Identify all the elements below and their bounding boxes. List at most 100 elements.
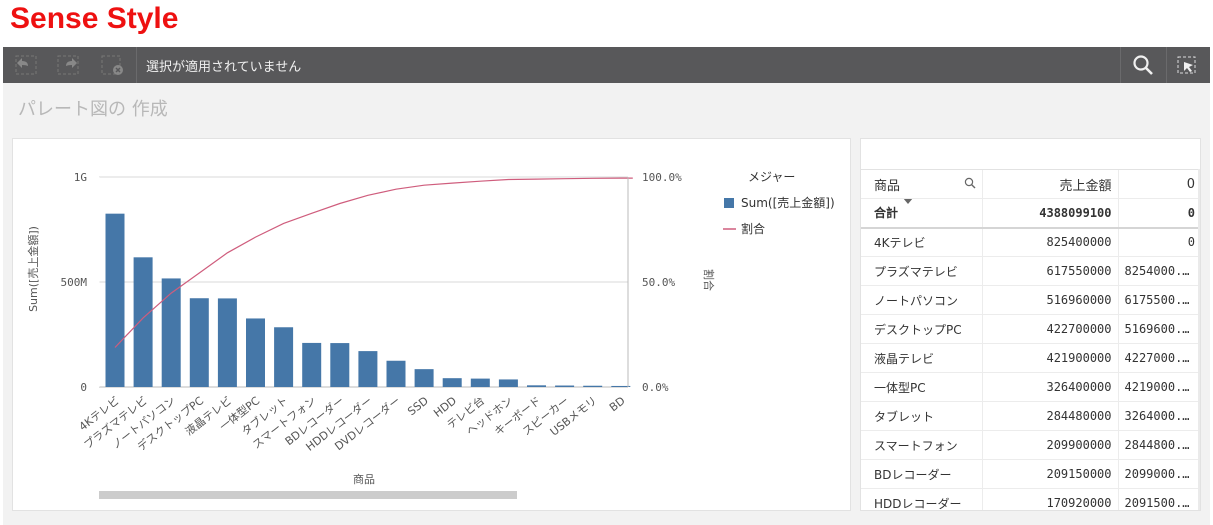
table-scrollbar[interactable]	[1198, 169, 1200, 510]
row-ratio: 2844800...	[1117, 430, 1200, 460]
legend-title: メジャー	[748, 170, 795, 184]
totals-ratio: 0	[1117, 198, 1200, 229]
table-row[interactable]: デスクトップPC 422700000 5169600...	[861, 314, 1200, 344]
y2-axis-title: 割合	[702, 269, 716, 291]
row-product[interactable]: スマートフォン	[861, 430, 982, 460]
sort-indicator-icon	[903, 198, 913, 204]
row-sales: 825400000	[981, 227, 1118, 257]
header-product-label: 商品	[874, 178, 901, 194]
row-ratio: 3264000...	[1117, 401, 1200, 431]
bar[interactable]	[217, 298, 237, 387]
data-table: 商品 売上金額 0 合計 4388099100 0 4Kテレビ 825400000…	[861, 169, 1200, 510]
table-row[interactable]: HDDレコーダー 170920000 2091500...	[861, 488, 1200, 510]
y-tick-label: 0	[80, 381, 87, 394]
cumulative-ratio-line[interactable]	[114, 177, 633, 348]
row-ratio: 8254000...	[1117, 256, 1200, 286]
header-sales[interactable]: 売上金額	[981, 169, 1118, 199]
bar[interactable]	[611, 385, 631, 387]
bar[interactable]	[498, 379, 518, 387]
header-product[interactable]: 商品	[861, 169, 982, 199]
smart-search-icon[interactable]	[1174, 53, 1200, 77]
totals-sales: 4388099100	[981, 198, 1118, 229]
table-row[interactable]: 4Kテレビ 825400000 0	[861, 227, 1200, 257]
x-tick-label: BD	[607, 394, 628, 414]
row-product[interactable]: デスクトップPC	[861, 314, 982, 344]
bar[interactable]	[470, 378, 490, 387]
toolbar-divider	[1120, 47, 1121, 83]
search-icon[interactable]	[1130, 53, 1156, 77]
row-ratio: 4227000...	[1117, 343, 1200, 373]
bar[interactable]	[527, 385, 546, 387]
table-row[interactable]: タブレット 284480000 3264000...	[861, 401, 1200, 431]
row-product[interactable]: BDレコーダー	[861, 459, 982, 489]
row-product[interactable]: 4Kテレビ	[861, 227, 982, 257]
sheet-area: パレート図の 作成 0 0.0% 500M 50.0% 1G 100.0% 4Kテレビ プラズ…	[3, 83, 1210, 525]
toolbar-divider	[136, 47, 137, 83]
pareto-chart[interactable]: 0 0.0% 500M 50.0% 1G 100.0% 4Kテレビ プラズマテレビ ノートパソコ…	[12, 138, 851, 511]
y-tick-label: 1G	[74, 171, 87, 184]
bar[interactable]	[442, 378, 462, 387]
bar[interactable]	[161, 278, 181, 387]
row-sales: 516960000	[981, 285, 1118, 315]
row-product[interactable]: HDDレコーダー	[861, 488, 982, 510]
row-product[interactable]: タブレット	[861, 401, 982, 431]
legend-item-bar[interactable]: Sum([売上金額])	[741, 195, 835, 210]
y-tick-label: 500M	[61, 276, 88, 289]
table-header-row: 商品 売上金額 0	[861, 169, 1200, 199]
bar[interactable]	[583, 385, 603, 387]
table-row[interactable]: ノートパソコン 516960000 6175500...	[861, 285, 1200, 315]
bar[interactable]	[358, 351, 378, 387]
toolbar-divider	[1166, 47, 1167, 83]
selection-status-text: 選択が適用されていません	[146, 60, 302, 75]
chart-legend[interactable]: メジャー Sum([売上金額]) 割合	[723, 170, 835, 236]
bar[interactable]	[246, 318, 265, 387]
row-product[interactable]: ノートパソコン	[861, 285, 982, 315]
pareto-chart-svg[interactable]: 0 0.0%500M 50.0%1G 100.0%4Kテレビプラズマテレビノートパソコ…	[13, 139, 852, 512]
table-row[interactable]: 一体型PC 326400000 4219000...	[861, 372, 1200, 402]
header-ratio[interactable]: 0	[1117, 169, 1200, 199]
selection-toolbar: 選択が適用されていません	[3, 47, 1210, 83]
y2-tick-label: 50.0%	[642, 276, 675, 289]
row-product[interactable]: 液晶テレビ	[861, 343, 982, 373]
row-ratio: 0	[1117, 227, 1200, 257]
row-product[interactable]: 一体型PC	[861, 372, 982, 402]
bar[interactable]	[274, 327, 294, 387]
row-sales: 209150000	[981, 459, 1118, 489]
forward-icon[interactable]	[55, 53, 81, 77]
y-axis-title: Sum([売上金額])	[26, 226, 40, 312]
back-icon[interactable]	[13, 53, 39, 77]
row-ratio: 2091500...	[1117, 488, 1200, 510]
bar[interactable]	[133, 257, 153, 387]
clear-selection-icon[interactable]	[99, 53, 125, 77]
bar[interactable]	[386, 360, 406, 387]
y2-tick-label: 0.0%	[642, 381, 669, 394]
chart-scrollbar[interactable]	[99, 491, 517, 499]
row-product[interactable]: プラズマテレビ	[861, 256, 982, 286]
row-sales: 284480000	[981, 401, 1118, 431]
table-row[interactable]: スマートフォン 209900000 2844800...	[861, 430, 1200, 460]
table-row[interactable]: 液晶テレビ 421900000 4227000...	[861, 343, 1200, 373]
legend-item-line[interactable]: 割合	[741, 221, 765, 236]
row-ratio: 4219000...	[1117, 372, 1200, 402]
bar[interactable]	[302, 342, 322, 387]
table-row[interactable]: プラズマテレビ 617550000 8254000...	[861, 256, 1200, 286]
row-sales: 421900000	[981, 343, 1118, 373]
bar[interactable]	[555, 385, 575, 387]
bar[interactable]	[105, 213, 125, 387]
x-tick-label: SSD	[405, 394, 431, 418]
column-search-icon[interactable]	[964, 177, 976, 189]
row-sales: 170920000	[981, 488, 1118, 510]
bar[interactable]	[414, 369, 434, 387]
row-ratio: 5169600...	[1117, 314, 1200, 344]
x-axis-title: 商品	[353, 472, 375, 486]
totals-row: 合計 4388099100 0	[861, 198, 1200, 229]
y2-tick-label: 100.0%	[642, 171, 682, 184]
straight-table[interactable]: 商品 売上金額 0 合計 4388099100 0 4Kテレビ 825400000…	[860, 138, 1201, 511]
bar[interactable]	[330, 343, 350, 387]
row-sales: 326400000	[981, 372, 1118, 402]
bar[interactable]	[189, 298, 209, 387]
totals-label: 合計	[861, 198, 982, 229]
page-title: Sense Style	[10, 2, 179, 35]
table-row[interactable]: BDレコーダー 209150000 2099000...	[861, 459, 1200, 489]
row-sales: 617550000	[981, 256, 1118, 286]
